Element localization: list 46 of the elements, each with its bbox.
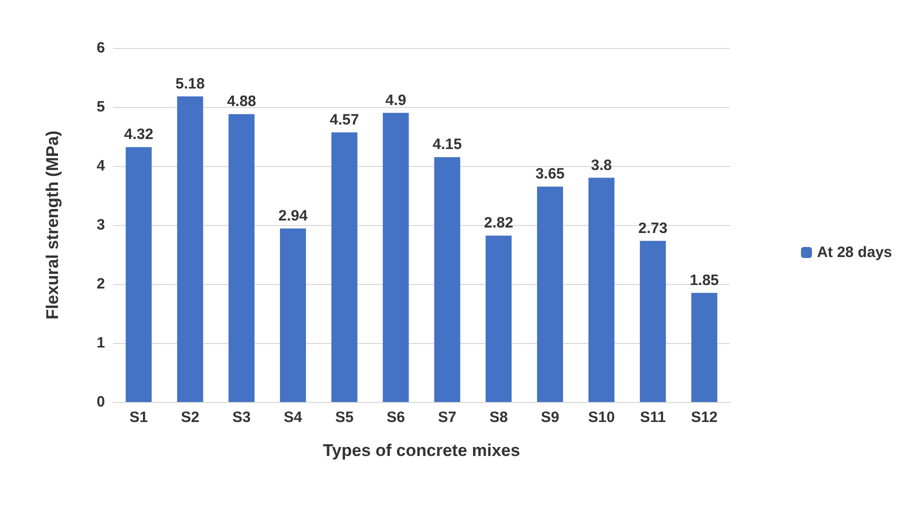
data-label: 2.82	[484, 214, 514, 232]
data-label: 4.57	[330, 111, 359, 128]
bar	[228, 114, 255, 402]
bar	[331, 132, 358, 402]
bar	[588, 178, 614, 402]
data-label: 3.8	[591, 156, 612, 174]
data-label: 4.32	[124, 126, 154, 144]
data-label: 2.73	[638, 220, 668, 237]
data-label: 5.18	[176, 75, 205, 92]
bar	[434, 157, 460, 402]
x-tick-label: S6	[386, 409, 405, 426]
legend-label: At 28 days	[816, 244, 892, 261]
x-axis-title: Types of concrete mixes	[322, 441, 520, 460]
y-tick-label: 3	[96, 216, 105, 234]
data-label: 1.85	[690, 272, 719, 289]
x-tick-label: S9	[540, 409, 560, 426]
x-tick-label: S4	[284, 409, 303, 426]
data-label: 3.65	[535, 166, 565, 183]
x-tick-label: S7	[438, 409, 456, 426]
x-tick-label: S10	[588, 409, 615, 426]
bar	[486, 236, 512, 402]
y-tick-label: 6	[96, 40, 105, 56]
x-tick-label: S5	[335, 409, 354, 426]
x-tick-label: S11	[640, 409, 666, 426]
data-label: 4.9	[385, 92, 406, 109]
data-label: 4.15	[432, 136, 462, 154]
y-tick-label: 2	[96, 276, 105, 292]
y-tick-label: 4	[96, 158, 106, 174]
bar	[691, 292, 718, 402]
x-tick-label: S2	[180, 409, 200, 426]
bar	[640, 240, 666, 402]
y-tick-label: 0	[96, 394, 105, 410]
data-label: 4.88	[226, 93, 256, 110]
bar	[280, 228, 306, 402]
x-tick-label: S3	[232, 409, 251, 426]
bar	[382, 112, 409, 402]
x-tick-label: S1	[130, 409, 148, 426]
bar	[537, 186, 564, 402]
x-tick-label: S8	[489, 409, 508, 426]
data-label: 2.94	[278, 208, 308, 225]
y-axis-title: Flexural strength (MPa)	[43, 130, 62, 320]
bar	[177, 96, 204, 402]
x-tick-label: S12	[690, 409, 718, 426]
bar	[126, 147, 152, 402]
y-tick-label: 1	[96, 334, 105, 352]
y-tick-label: 5	[96, 98, 105, 116]
